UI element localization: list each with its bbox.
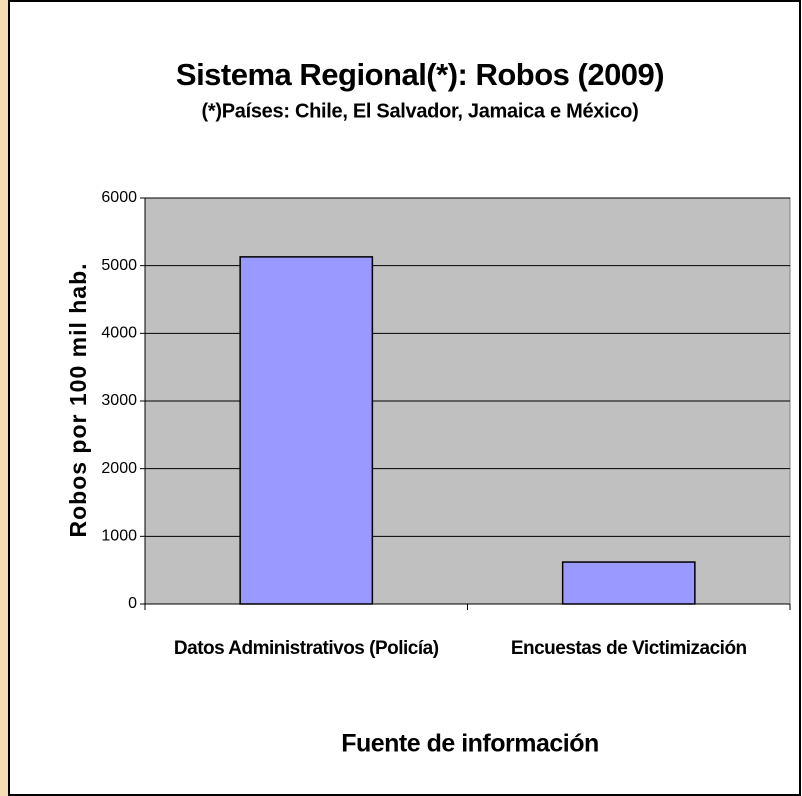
x-tick-label: Datos Administrativos (Policía) [173,638,439,659]
chart-title: Sistema Regional(*): Robos (2009) [176,57,664,92]
y-tick-label: 4000 [101,325,137,342]
bar [561,561,696,605]
y-tick-label: 0 [128,595,137,612]
y-tick-label: 2000 [101,460,137,477]
y-tick-label: 3000 [101,392,137,409]
y-axis-title: Robos por 100 mil hab. [65,262,91,537]
y-tick-label: 6000 [101,189,137,206]
bar [239,256,374,605]
chart-subtitle: (*)Países: Chile, El Salvador, Jamaica e… [202,100,639,122]
y-tick-label: 5000 [101,257,137,274]
x-axis-title: Fuente de información [341,730,599,758]
side-strip [0,0,9,796]
x-tick-label: Encuestas de Victimización [510,638,747,659]
y-tick-label: 1000 [101,528,137,545]
